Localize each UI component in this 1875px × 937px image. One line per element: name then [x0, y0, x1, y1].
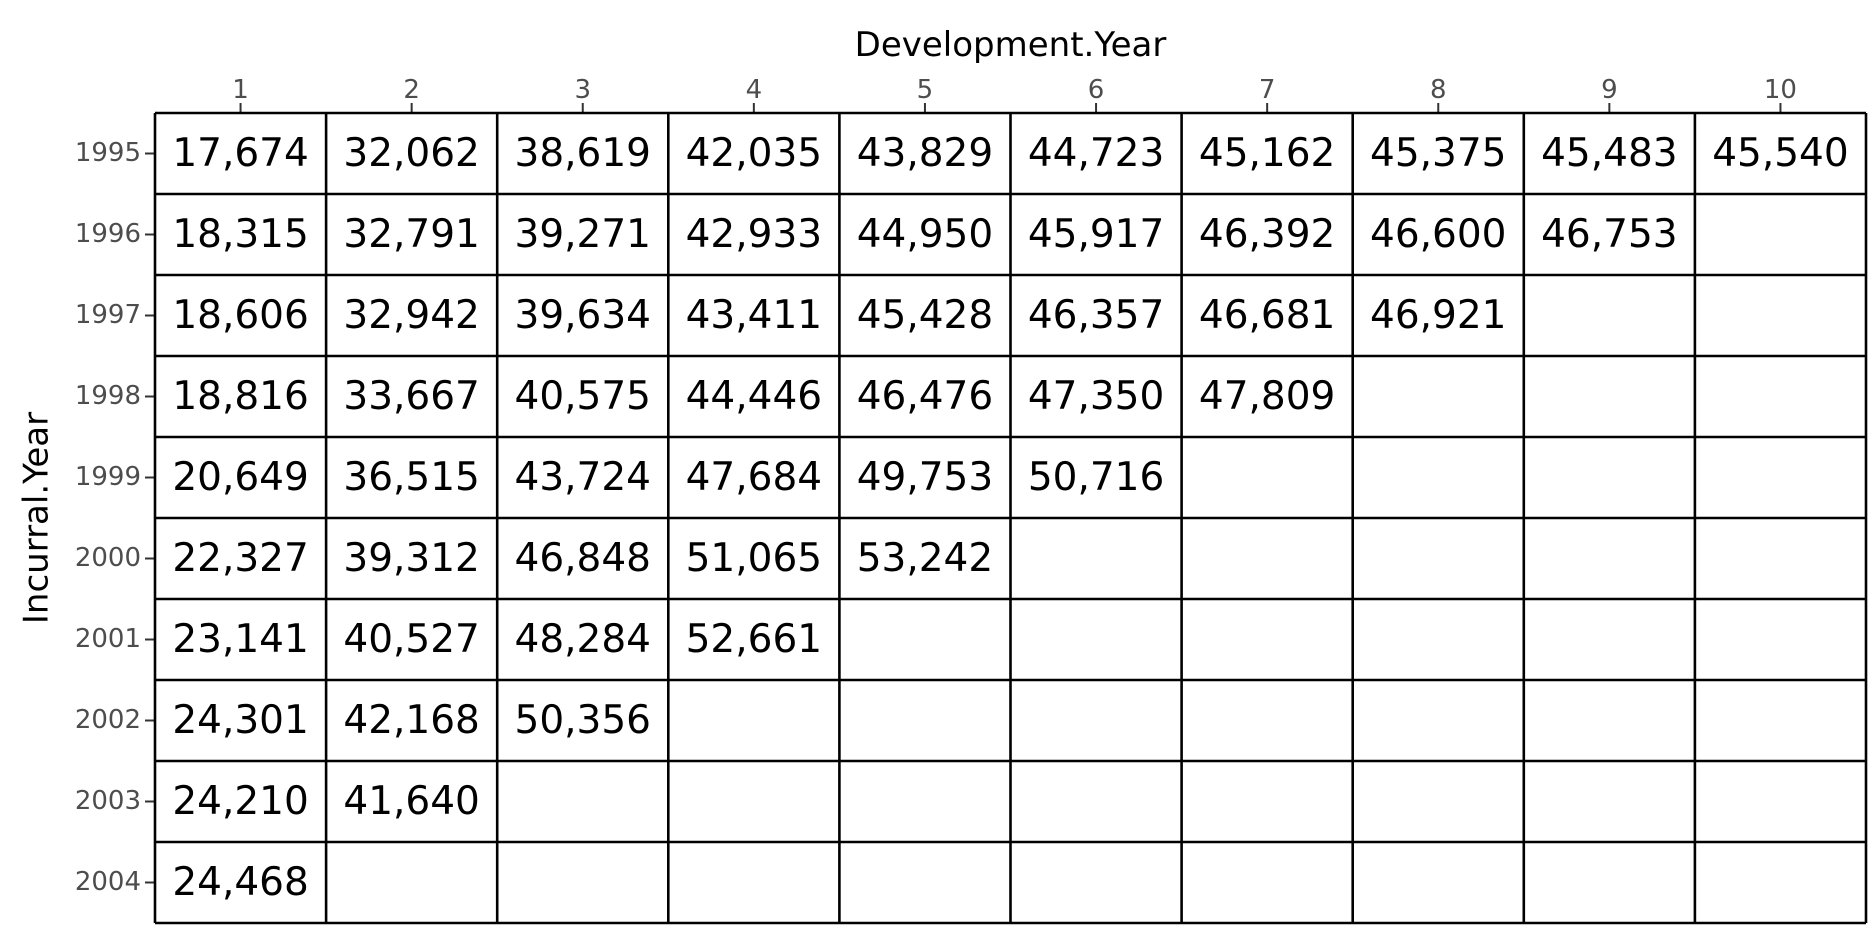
table-cell-value: 47,809	[1199, 374, 1335, 419]
table-cell-value: 44,723	[1028, 131, 1164, 176]
table-cell-value: 43,829	[857, 131, 993, 176]
table-cell-value: 24,468	[172, 860, 308, 905]
table-cell-value: 46,357	[1028, 293, 1164, 338]
table-cell-value: 23,141	[172, 617, 308, 662]
table-cell-value: 42,035	[686, 131, 822, 176]
y-tick-label: 2001	[75, 624, 141, 654]
table-cell-value: 39,634	[515, 293, 651, 338]
table-cell-value: 46,753	[1541, 212, 1677, 257]
table-cell-value: 32,942	[343, 293, 479, 338]
table-cell-value: 46,476	[857, 374, 993, 419]
table-cell-value: 39,271	[515, 212, 651, 257]
table-cell-value: 50,356	[515, 698, 651, 743]
x-tick-label: 2	[403, 75, 420, 105]
y-tick-label: 1997	[75, 300, 141, 330]
table-cell-value: 32,062	[343, 131, 479, 176]
y-tick-label: 1996	[75, 219, 141, 249]
table-cell-value: 45,483	[1541, 131, 1677, 176]
table-cell-value: 40,575	[515, 374, 651, 419]
table-cell-value: 20,649	[172, 455, 308, 500]
y-tick-label: 1999	[75, 462, 141, 492]
x-tick-label: 3	[574, 75, 591, 105]
table-cell-value: 47,684	[686, 455, 822, 500]
table-cell-value: 53,242	[857, 536, 993, 581]
table-cell-value: 45,540	[1712, 131, 1848, 176]
table-cell-value: 36,515	[343, 455, 479, 500]
table-cell-value: 18,606	[172, 293, 308, 338]
y-tick-label: 2003	[75, 786, 141, 816]
table-cell-value: 42,933	[686, 212, 822, 257]
y-axis-title: Incurral.Year	[17, 412, 57, 624]
table-grid	[153, 111, 1868, 925]
table-cell-value: 46,681	[1199, 293, 1335, 338]
x-axis: 1 2 3 4 5 6 7 8 9 10	[232, 75, 1797, 113]
table-cell-value: 46,600	[1370, 212, 1506, 257]
table-cell-value: 46,921	[1370, 293, 1506, 338]
table-cell-value: 52,661	[686, 617, 822, 662]
table-cell-value: 43,724	[515, 455, 651, 500]
table-cell-value: 47,350	[1028, 374, 1164, 419]
table-cell-value: 22,327	[172, 536, 308, 581]
x-tick-label: 4	[746, 75, 763, 105]
table-cell-value: 24,301	[172, 698, 308, 743]
table-cell-value: 45,428	[857, 293, 993, 338]
table-cell-value: 46,848	[515, 536, 651, 581]
table-cell-value: 45,162	[1199, 131, 1335, 176]
table-cell-value: 17,674	[172, 131, 308, 176]
y-tick-label: 2002	[75, 705, 141, 735]
table-cell-value: 24,210	[172, 779, 308, 824]
table-cell-value: 45,917	[1028, 212, 1164, 257]
table-cell-value: 40,527	[343, 617, 479, 662]
table-cell-value: 38,619	[515, 131, 651, 176]
table-cell-value: 18,816	[172, 374, 308, 419]
x-tick-label: 1	[232, 75, 249, 105]
x-tick-label: 9	[1601, 75, 1618, 105]
y-tick-label: 2000	[75, 543, 141, 573]
x-axis-title: Development.Year	[855, 25, 1167, 65]
table-cell-value: 51,065	[686, 536, 822, 581]
y-tick-label: 2004	[75, 867, 141, 897]
table-cell-value: 32,791	[343, 212, 479, 257]
table-cell-value: 50,716	[1028, 455, 1164, 500]
table-cell-value: 44,950	[857, 212, 993, 257]
y-tick-label: 1998	[75, 381, 141, 411]
table-cells: 17,674 32,062 38,619 42,035 43,829 44,723 45,1…	[172, 131, 1848, 905]
x-tick-label: 7	[1259, 75, 1276, 105]
table-cell-value: 41,640	[343, 779, 479, 824]
table-cell-value: 48,284	[515, 617, 651, 662]
table-cell-value: 42,168	[343, 698, 479, 743]
table-cell-value: 49,753	[857, 455, 993, 500]
table-cell-value: 46,392	[1199, 212, 1335, 257]
x-tick-label: 5	[917, 75, 934, 105]
x-tick-label: 8	[1430, 75, 1447, 105]
x-tick-label: 10	[1764, 75, 1797, 105]
table-cell-value: 33,667	[343, 374, 479, 419]
y-tick-label: 1995	[75, 138, 141, 168]
y-axis: 1995 1996 1997 1998 1999 2000 2001 2002 2003 2004	[75, 138, 155, 897]
x-tick-label: 6	[1088, 75, 1105, 105]
table-cell-value: 18,315	[172, 212, 308, 257]
table-cell-value: 44,446	[686, 374, 822, 419]
table-cell-value: 43,411	[686, 293, 822, 338]
table-cell-value: 45,375	[1370, 131, 1506, 176]
table-cell-value: 39,312	[343, 536, 479, 581]
